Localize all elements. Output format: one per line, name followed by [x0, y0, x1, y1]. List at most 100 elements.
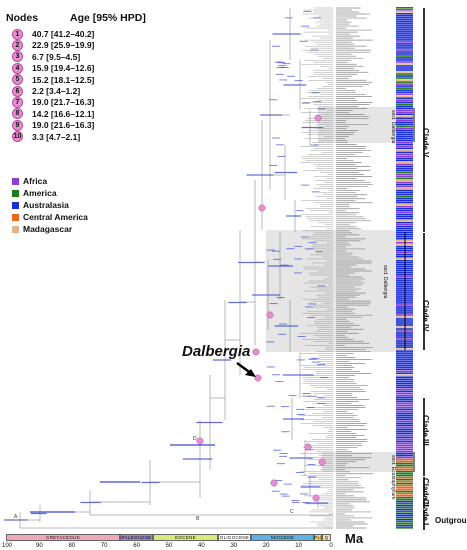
region-bar [396, 173, 413, 176]
time-tick-label: 40 [198, 543, 205, 549]
region-bar [396, 364, 413, 366]
region-bar [396, 111, 413, 114]
region-bar [396, 103, 413, 105]
region-bar [396, 21, 413, 23]
region-legend-item: Madagascar [12, 224, 72, 234]
region-bar [396, 195, 413, 198]
region-bar [396, 97, 413, 99]
region-bar [396, 135, 413, 138]
calibration-letter: C [290, 509, 294, 515]
node-age-value: 15.2 [18.1–12.5] [32, 74, 95, 85]
region-bar [396, 159, 413, 162]
calibration-letter: A [14, 514, 18, 520]
region-bar [396, 404, 413, 407]
region-bar [396, 460, 413, 463]
region-swatch [12, 189, 19, 197]
region-legend-label: Australasia [23, 200, 69, 210]
region-swatch [12, 225, 19, 233]
region-bar [396, 65, 413, 67]
region-legend-item: America [12, 188, 57, 198]
region-bar [396, 23, 413, 25]
time-tick-label: 10 [295, 543, 302, 549]
node-age-row: 7 19.0 [21.7–16.3] [12, 96, 94, 108]
region-bar [396, 490, 413, 493]
region-bar [396, 139, 413, 142]
region-bar [396, 454, 413, 457]
clade-iv-label: Clade IV [421, 300, 430, 332]
region-bar [396, 420, 413, 423]
region-bar [396, 51, 413, 53]
region-bar [396, 61, 413, 63]
region-bar [396, 131, 413, 134]
region-bar [396, 55, 413, 57]
region-bar [396, 191, 413, 194]
region-bar [396, 101, 413, 103]
region-bar [396, 352, 413, 354]
node-marker [252, 348, 260, 356]
region-bar [396, 474, 413, 477]
region-bar [396, 510, 413, 513]
region-bar [396, 221, 413, 224]
region-bar [396, 434, 413, 437]
region-bar [396, 227, 413, 230]
region-bar [396, 392, 413, 395]
region-bar [396, 197, 413, 200]
node-marker [254, 374, 262, 382]
node-number-badge: 9 [12, 119, 23, 131]
region-legend-item: Africa [12, 176, 47, 186]
region-bar [396, 201, 413, 204]
region-bar [396, 472, 413, 475]
region-bar [396, 39, 413, 41]
region-legend-label: America [23, 188, 57, 198]
section-label-3: sect. Ecastaphyllum [390, 455, 396, 500]
region-bar [396, 161, 413, 164]
region-bar [396, 374, 413, 377]
region-bar [396, 157, 413, 160]
region-bar [396, 494, 413, 497]
region-bar [396, 79, 413, 81]
region-bar [396, 522, 413, 525]
region-bar [396, 85, 413, 87]
region-bar [396, 83, 413, 85]
region-bar [396, 526, 413, 529]
time-tick-label: 70 [100, 543, 108, 549]
region-bar [396, 508, 413, 511]
time-tick-label: 20 [262, 543, 270, 549]
calibration-letter: D [193, 436, 197, 442]
region-bar [396, 149, 413, 152]
region-bar [396, 153, 413, 156]
region-bar [396, 368, 413, 370]
node-age-row: 10 3.3 [4.7–2.1] [12, 131, 80, 143]
node-age-row: 4 15.9 [19.4–12.6] [12, 62, 94, 74]
region-bar [396, 458, 413, 461]
region-bar [396, 223, 413, 226]
region-bar [396, 215, 413, 218]
node-number-badge: 4 [12, 62, 23, 74]
section-shade [266, 230, 402, 352]
region-bar [396, 366, 413, 368]
region-bar [396, 484, 413, 487]
time-tick-label: 0 [329, 543, 333, 549]
region-bar [396, 169, 413, 172]
region-bar [396, 502, 413, 505]
region-bar [396, 468, 413, 471]
region-bar [396, 442, 413, 445]
region-bar [396, 440, 413, 443]
node-age-value: 40.7 [41.2–40.2] [32, 29, 95, 39]
region-bar [396, 89, 413, 91]
region-bar [396, 418, 413, 421]
region-bar [396, 43, 413, 45]
epoch-segment: PALEOCENE [120, 534, 153, 541]
epoch-segment: MIOCENE [251, 534, 314, 541]
region-bar [396, 77, 413, 79]
region-swatch [12, 177, 19, 185]
region-bar [396, 448, 413, 451]
region-bar [396, 31, 413, 33]
region-bar [396, 444, 413, 447]
outgroup-label: Outgroup [435, 516, 467, 525]
epoch-segment: PLI [314, 534, 322, 541]
node-marker [314, 114, 322, 122]
region-bar [396, 27, 413, 29]
region-bar [396, 19, 413, 21]
node-number-badge: 6 [12, 85, 23, 97]
